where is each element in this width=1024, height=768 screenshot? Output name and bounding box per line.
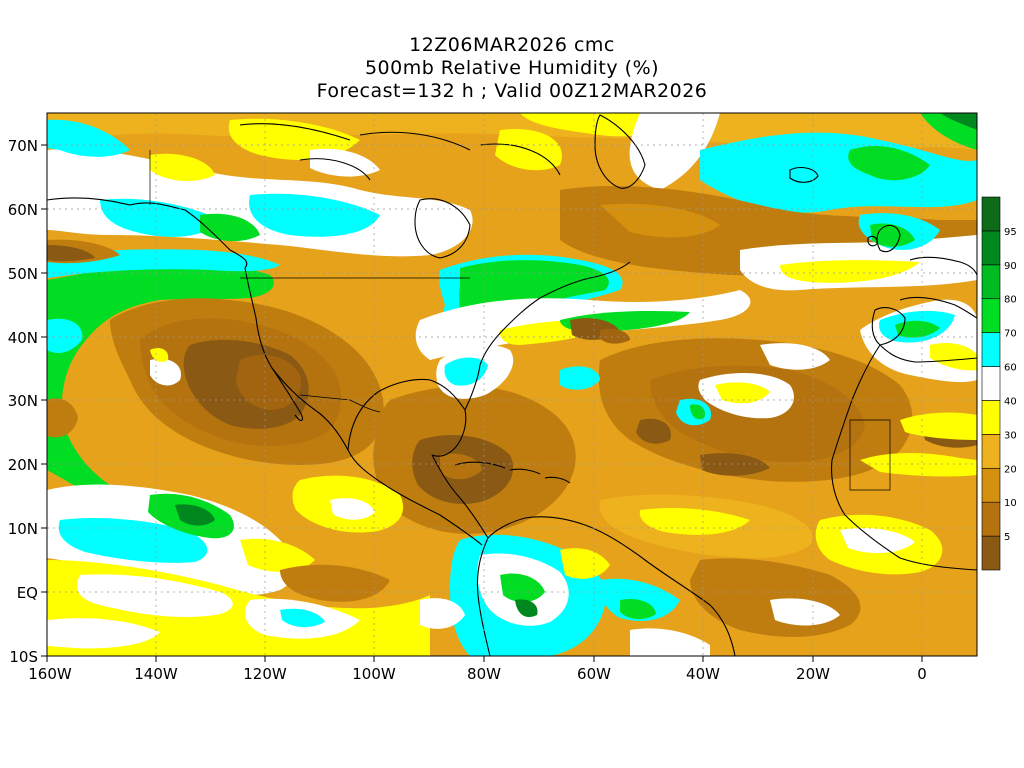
colorbar-swatch	[981, 434, 1001, 469]
colorbar-swatch	[981, 196, 1001, 232]
lat-label: 10N	[8, 520, 38, 538]
lat-label: 60N	[8, 201, 38, 219]
lon-label: 100W	[352, 665, 396, 683]
lat-label: 20N	[8, 456, 38, 474]
title-line-1: 12Z06MAR2026 cmc	[409, 34, 615, 56]
colorbar-swatch	[981, 535, 1001, 571]
lat-label: 30N	[8, 392, 38, 410]
colorbar-swatch	[981, 332, 1001, 367]
lat-label: 50N	[8, 265, 38, 283]
lat-label: EQ	[17, 584, 38, 602]
colorbar-swatch	[981, 366, 1001, 401]
colorbar-label: 30	[1004, 430, 1017, 441]
lon-label: 80W	[467, 665, 501, 683]
title-line-3: Forecast=132 h ; Valid 00Z12MAR2026	[316, 80, 708, 102]
colorbar-label: 90	[1004, 261, 1017, 272]
coastlines	[47, 114, 977, 656]
colorbar-label: 70	[1004, 329, 1017, 340]
axis-ticks	[41, 144, 923, 662]
colorbar-label: 80	[1004, 295, 1017, 306]
lat-label: 10S	[9, 648, 38, 666]
lon-label: 120W	[243, 665, 287, 683]
colorbar-label: 95	[1004, 227, 1017, 238]
colorbar-swatch	[981, 230, 1001, 266]
colorbar-label: 5	[1004, 532, 1010, 543]
humidity-field	[47, 113, 977, 656]
lon-label: 20W	[796, 665, 830, 683]
colorbar-label: 40	[1004, 396, 1017, 407]
colorbar-label: 60	[1004, 363, 1017, 374]
lat-label: 70N	[8, 137, 38, 155]
title-line-2: 500mb Relative Humidity (%)	[364, 57, 660, 79]
lon-label: 160W	[28, 665, 72, 683]
lon-label: 40W	[686, 665, 720, 683]
lon-label: 140W	[134, 665, 178, 683]
latitude-labels: 70N 60N 50N 40N 30N 20N 10N EQ 10S	[8, 137, 38, 666]
colorbar-swatch	[981, 501, 1001, 537]
longitude-labels: 160W 140W 120W 100W 80W 60W 40W 20W 0	[28, 665, 927, 683]
lon-label: 60W	[577, 665, 611, 683]
colorbar: 5 10 20 30 40 60 70 80 90 95	[981, 196, 1017, 571]
lat-label: 40N	[8, 329, 38, 347]
lon-label: 0	[917, 665, 927, 683]
colorbar-label: 20	[1004, 464, 1017, 475]
colorbar-swatch	[981, 264, 1001, 300]
colorbar-swatch	[981, 467, 1001, 503]
colorbar-swatch	[981, 400, 1001, 435]
colorbar-swatch	[981, 298, 1001, 333]
plot-frame	[46, 112, 978, 657]
gridlines	[47, 113, 977, 656]
colorbar-label: 10	[1004, 498, 1017, 509]
